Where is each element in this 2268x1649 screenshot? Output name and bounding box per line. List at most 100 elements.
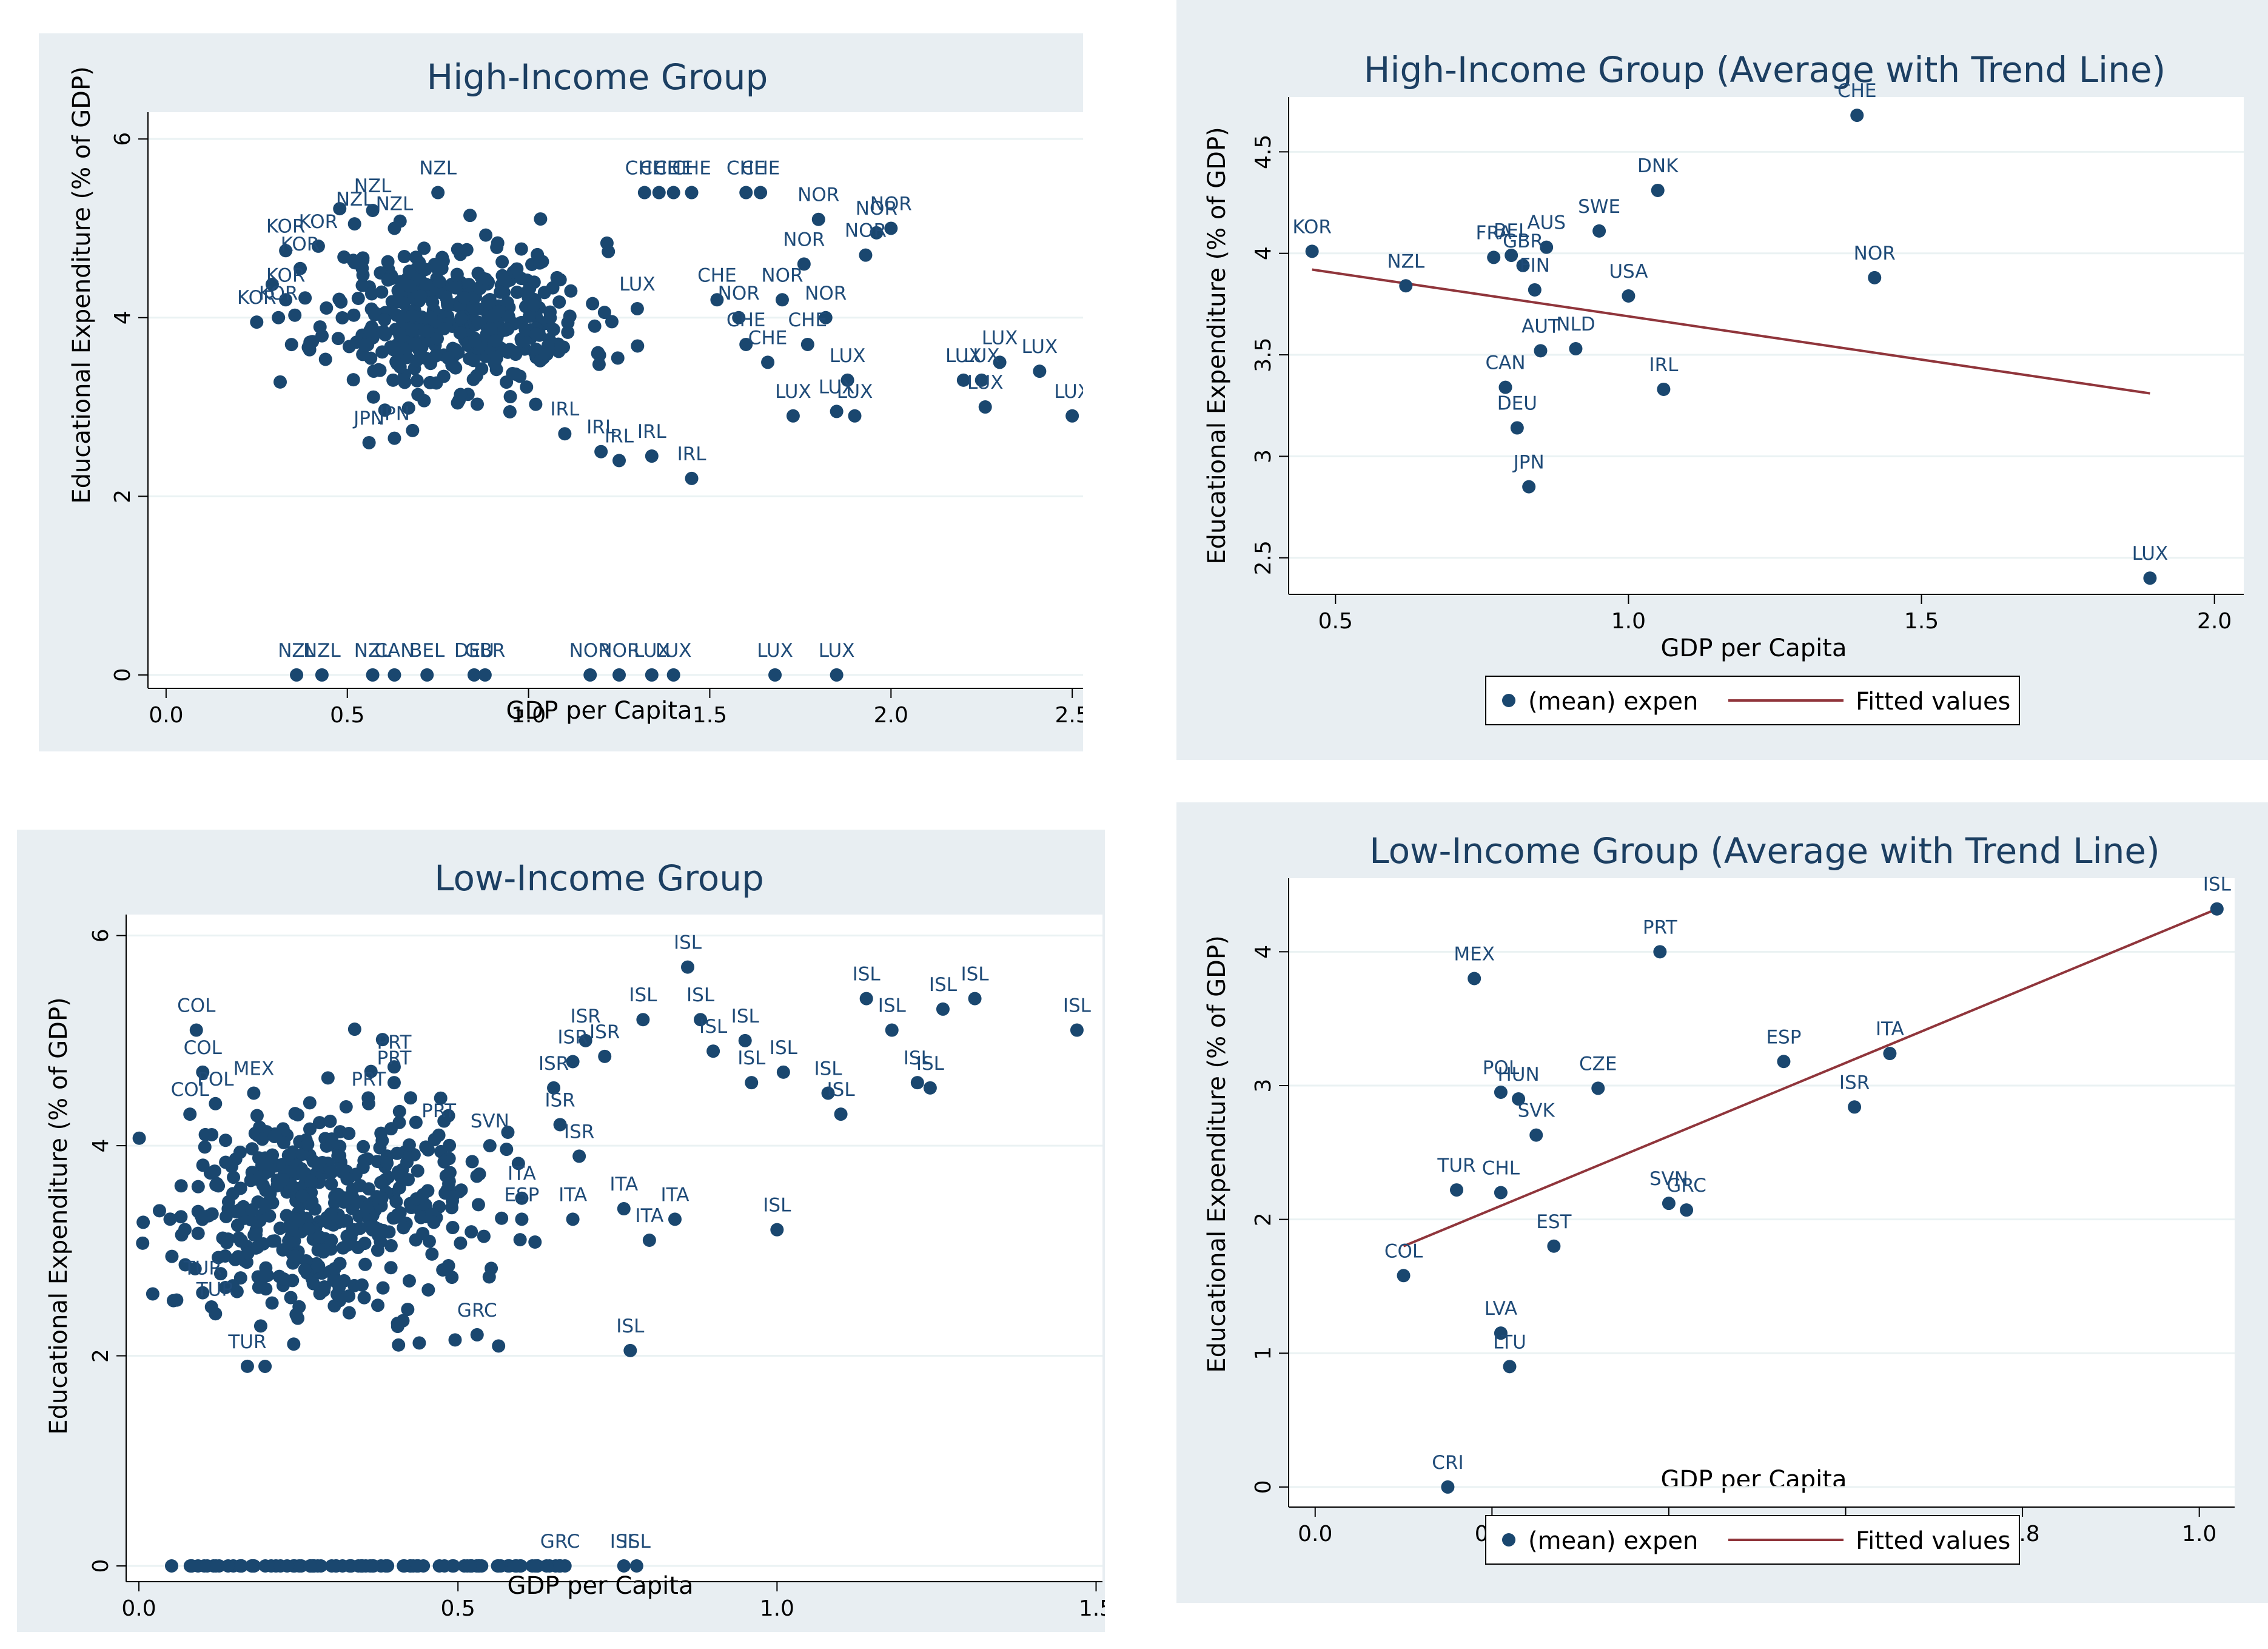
- cluster-point: [301, 1137, 315, 1151]
- cluster-point: [406, 309, 420, 323]
- cluster-point: [417, 241, 431, 255]
- point-label: ISL: [699, 1016, 728, 1038]
- zero-point: [528, 1559, 542, 1573]
- cluster-point: [363, 324, 377, 338]
- data-point: [1883, 1047, 1897, 1061]
- cluster-point: [381, 255, 395, 269]
- cluster-point: [454, 311, 468, 325]
- data-point: [936, 1002, 950, 1016]
- cluster-point: [477, 1229, 491, 1243]
- data-point: [811, 212, 825, 226]
- cluster-point: [152, 1204, 166, 1218]
- point-label: ISL: [770, 1037, 798, 1059]
- point-label: TUR: [227, 1331, 266, 1353]
- point-label: ISL: [929, 974, 958, 996]
- y-tick-label: 2: [89, 1349, 113, 1363]
- point-label: DNK: [1637, 155, 1679, 177]
- cluster-point: [357, 1291, 371, 1305]
- data-point: [515, 1212, 529, 1226]
- point-label: AUS: [1527, 212, 1566, 234]
- x-tick-label: 1.5: [693, 703, 727, 728]
- cluster-point: [466, 372, 480, 386]
- data-point: [1850, 109, 1864, 123]
- point-label: IRL: [637, 421, 667, 443]
- x-tick-label: 1.0: [1611, 609, 1646, 634]
- cluster-point: [276, 1173, 290, 1187]
- cluster-point: [356, 1160, 370, 1174]
- y-tick-label: 3: [1251, 1079, 1276, 1093]
- data-point: [1505, 249, 1518, 263]
- cluster-point: [437, 1114, 451, 1128]
- cluster-point: [605, 315, 619, 329]
- data-point: [612, 454, 626, 468]
- point-label: ISL: [737, 1047, 766, 1069]
- cluster-point: [347, 308, 361, 322]
- cluster-point: [324, 1177, 338, 1191]
- cluster-point: [465, 1225, 478, 1239]
- data-point: [666, 668, 680, 682]
- data-point: [483, 1139, 497, 1153]
- zero-point: [329, 1559, 343, 1573]
- cluster-point: [479, 228, 493, 242]
- zero-point: [164, 1559, 178, 1573]
- cluster-point: [434, 260, 448, 274]
- data-point: [776, 1065, 790, 1079]
- marks: [132, 960, 1084, 1573]
- point-label: CRI: [1432, 1452, 1463, 1474]
- cluster-point: [405, 323, 419, 337]
- cluster-point: [289, 1308, 303, 1322]
- data-point: [579, 1033, 592, 1047]
- data-point: [1498, 380, 1512, 394]
- point-label: ISR: [538, 1053, 569, 1075]
- legend-label-fitted: Fitted values: [1856, 1527, 2010, 1555]
- y-ticks: 0 1 2 3 4: [1251, 945, 1289, 1494]
- point-label: ISL: [878, 995, 907, 1017]
- data-point: [617, 1559, 631, 1573]
- cluster-point: [410, 374, 424, 388]
- data-point: [547, 1081, 561, 1095]
- data-point: [1494, 1326, 1508, 1340]
- point-label: ISR: [1839, 1072, 1870, 1093]
- cluster-point: [335, 311, 349, 325]
- cluster-point: [404, 1091, 418, 1105]
- point-label: BEL: [1494, 220, 1529, 242]
- cluster-point: [540, 348, 554, 361]
- data-point: [739, 186, 753, 200]
- point-label: CZE: [1579, 1053, 1617, 1075]
- y-tick-label: 0: [1251, 1480, 1276, 1494]
- point-label: TUR: [183, 1258, 222, 1280]
- cluster-point: [265, 1296, 279, 1310]
- point-label: DEU: [1497, 393, 1537, 415]
- cluster-point: [448, 1333, 462, 1347]
- cluster-point: [304, 1174, 318, 1188]
- point-label: ISL: [623, 1531, 651, 1553]
- point-label: KOR: [1292, 216, 1332, 238]
- data-point: [572, 1149, 586, 1163]
- data-point: [840, 373, 854, 387]
- cluster-point: [351, 291, 365, 305]
- x-tick-label: 0.5: [330, 703, 364, 728]
- y-ticks: 0 2 4 6: [110, 132, 148, 682]
- cluster-point: [527, 275, 541, 289]
- data-point: [754, 186, 768, 200]
- data-point: [1516, 258, 1530, 272]
- cluster-point: [529, 397, 543, 411]
- data-point: [694, 1013, 708, 1027]
- data-point: [786, 409, 800, 423]
- data-point: [978, 400, 992, 414]
- cluster-point: [463, 209, 477, 223]
- zero-point: [447, 1559, 461, 1573]
- cluster-point: [380, 1156, 394, 1170]
- point-label: SWE: [1578, 196, 1620, 218]
- data-point: [189, 1023, 203, 1037]
- x-tick-label: 2.0: [874, 703, 908, 728]
- data-point: [553, 1559, 567, 1573]
- cluster-point: [358, 338, 372, 352]
- cluster-point: [302, 1222, 316, 1236]
- point-label: ITA: [559, 1184, 587, 1206]
- data-point: [553, 1118, 567, 1132]
- cluster-point: [563, 309, 577, 323]
- cluster-point: [245, 1142, 259, 1156]
- cluster-point: [403, 279, 417, 293]
- data-point: [366, 204, 380, 218]
